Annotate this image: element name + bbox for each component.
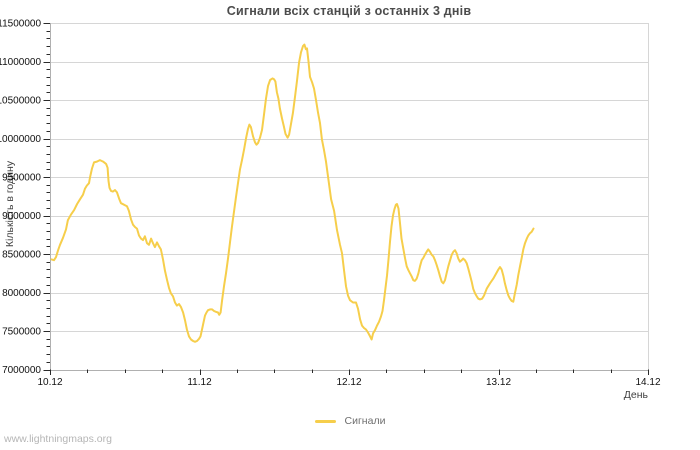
y-tick-label: 7000000 bbox=[2, 365, 41, 376]
y-tick-label: 8000000 bbox=[2, 288, 41, 299]
chart-title: Сигнали всіх станцій з останніх 3 днів bbox=[226, 4, 472, 18]
watermark-url: www.lightningmaps.org bbox=[4, 433, 112, 445]
y-tick-label: 9500000 bbox=[2, 173, 41, 184]
x-tick-label: 14.12 bbox=[635, 377, 660, 388]
y-tick-label: 11000000 bbox=[0, 57, 41, 68]
legend: Сигнали bbox=[0, 415, 700, 427]
legend-label-signals: Сигнали bbox=[344, 415, 386, 427]
legend-swatch-signals bbox=[314, 419, 336, 423]
y-tick-label: 9000000 bbox=[2, 211, 41, 222]
y-tick-label: 10000000 bbox=[0, 134, 41, 145]
y-tick-label: 8500000 bbox=[2, 250, 41, 261]
y-tick-label: 10500000 bbox=[0, 96, 41, 107]
y-tick-label: 11500000 bbox=[0, 19, 41, 30]
x-tick-label: 11.12 bbox=[187, 377, 212, 388]
y-tick-label: 7500000 bbox=[2, 327, 41, 338]
x-tick-label: 12.12 bbox=[336, 377, 361, 388]
x-axis-title: День bbox=[623, 389, 648, 401]
series-line-signals bbox=[50, 43, 535, 343]
x-tick-label: 13.12 bbox=[486, 377, 511, 388]
x-tick-label: 10.12 bbox=[37, 377, 62, 388]
